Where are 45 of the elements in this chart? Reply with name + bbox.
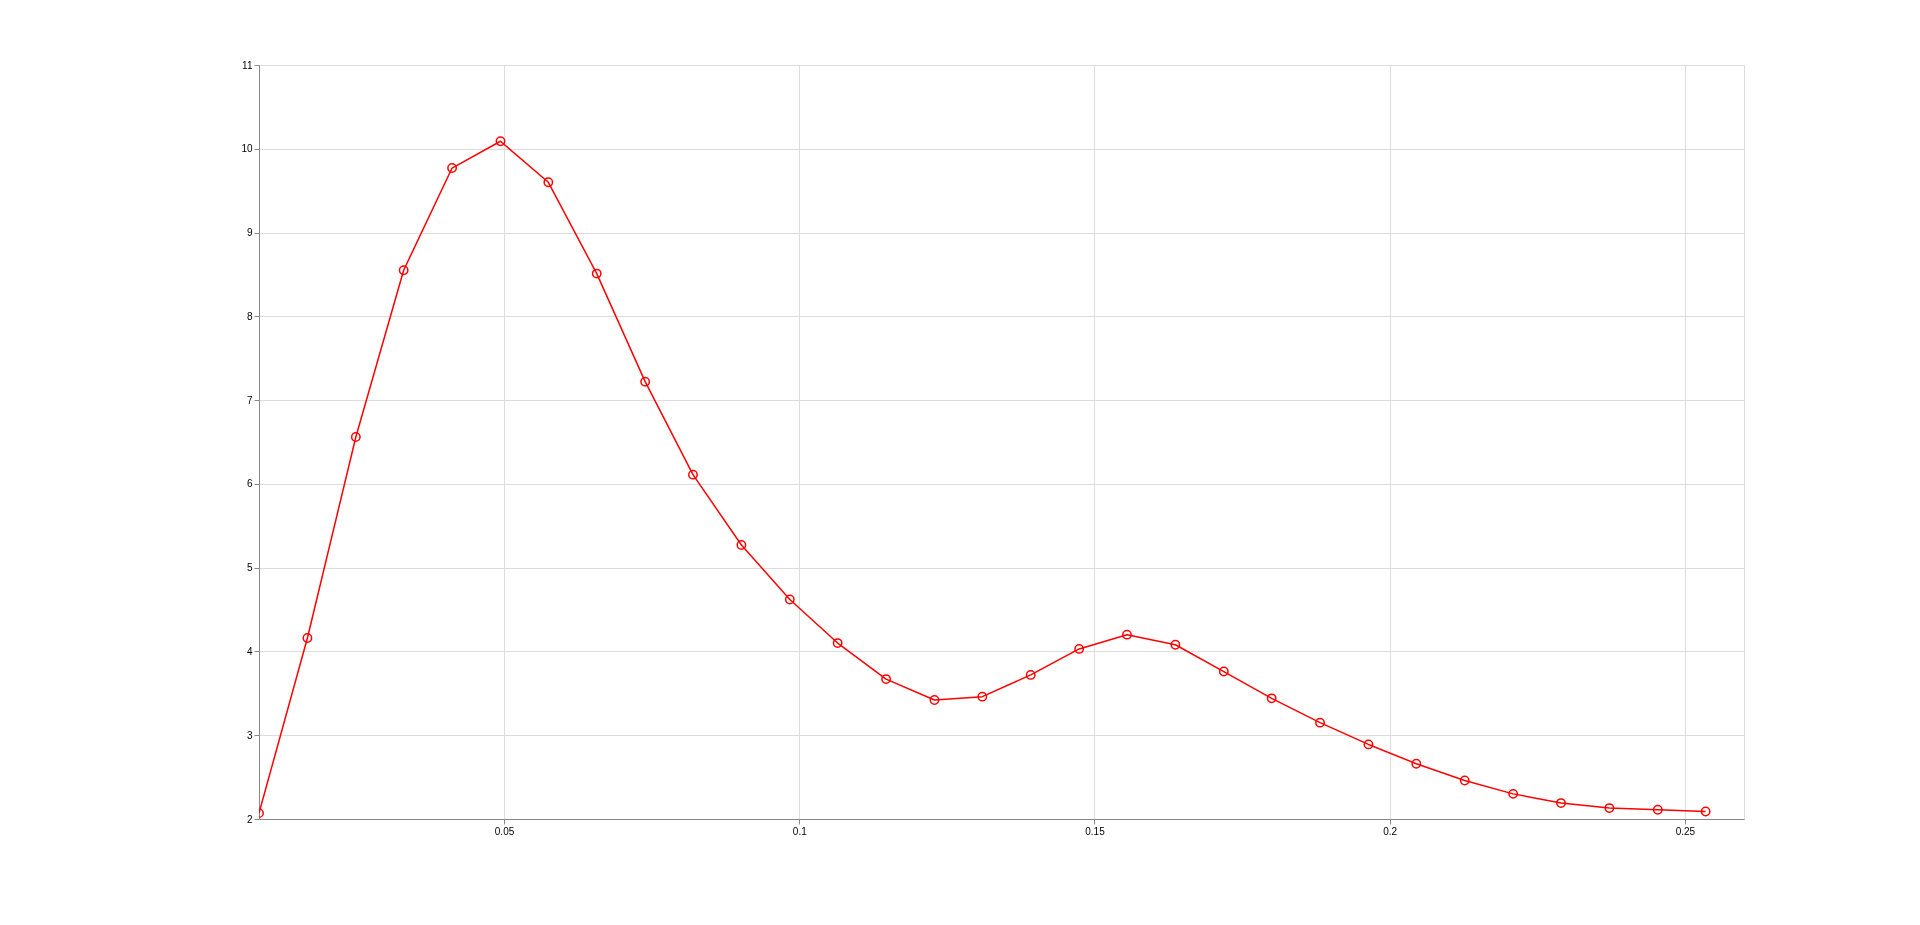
point (640, 376, 651, 387)
point (495, 136, 506, 147)
x-tick-label: 0.1 (792, 825, 808, 837)
y-tick-label: 6 (246, 478, 253, 490)
point (447, 163, 458, 173)
point (1315, 717, 1325, 728)
point (1122, 629, 1132, 640)
point (881, 674, 891, 685)
point (1266, 693, 1277, 704)
point (1700, 806, 1711, 817)
y-tick-label: 8 (246, 310, 253, 322)
point (1459, 775, 1470, 786)
point (543, 177, 554, 188)
y-tick-label: 11 (242, 59, 253, 71)
x-tick-label: 0.15 (1085, 825, 1106, 837)
point (1074, 644, 1085, 654)
point (398, 265, 409, 276)
y-tick-label: 3 (246, 729, 253, 741)
x-tick-label: 0.05 (494, 825, 515, 837)
y-tick-label: 4 (246, 645, 253, 657)
y-tick-label: 2 (246, 813, 253, 825)
point (1604, 803, 1615, 814)
point (977, 691, 988, 702)
y-tick-label: 7 (246, 394, 253, 406)
point (1508, 788, 1519, 799)
point (1363, 739, 1374, 750)
point (1652, 804, 1663, 815)
point (784, 594, 795, 605)
point (688, 469, 698, 480)
point (1556, 798, 1566, 809)
point (929, 695, 940, 705)
y-tick-label: 9 (246, 227, 253, 239)
x-tick-label: 0.2 (1383, 825, 1398, 837)
point (736, 540, 747, 550)
point (302, 633, 313, 643)
point (1025, 669, 1036, 680)
point (350, 432, 361, 442)
point (1170, 639, 1181, 650)
point (591, 268, 602, 279)
point (1411, 758, 1422, 769)
y-tick-label: 5 (246, 562, 253, 574)
x-tick-label: 0.25 (1675, 825, 1696, 837)
y-tick-label: 10 (241, 143, 253, 155)
point (832, 638, 843, 648)
point (1218, 666, 1229, 677)
